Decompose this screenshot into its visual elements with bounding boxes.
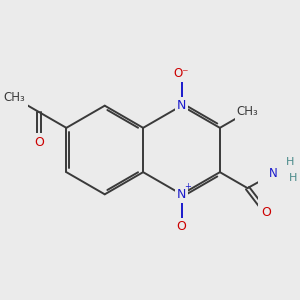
Text: H: H	[289, 173, 297, 183]
Text: CH₃: CH₃	[237, 105, 258, 119]
Text: N: N	[177, 188, 186, 201]
Text: +: +	[184, 182, 191, 191]
Text: O: O	[177, 220, 186, 233]
Text: O: O	[261, 206, 271, 219]
Text: N: N	[269, 167, 278, 180]
Text: O⁻: O⁻	[174, 67, 189, 80]
Text: CH₃: CH₃	[3, 91, 25, 104]
Text: O: O	[34, 136, 44, 148]
Text: N: N	[177, 99, 186, 112]
Text: H: H	[286, 157, 294, 166]
